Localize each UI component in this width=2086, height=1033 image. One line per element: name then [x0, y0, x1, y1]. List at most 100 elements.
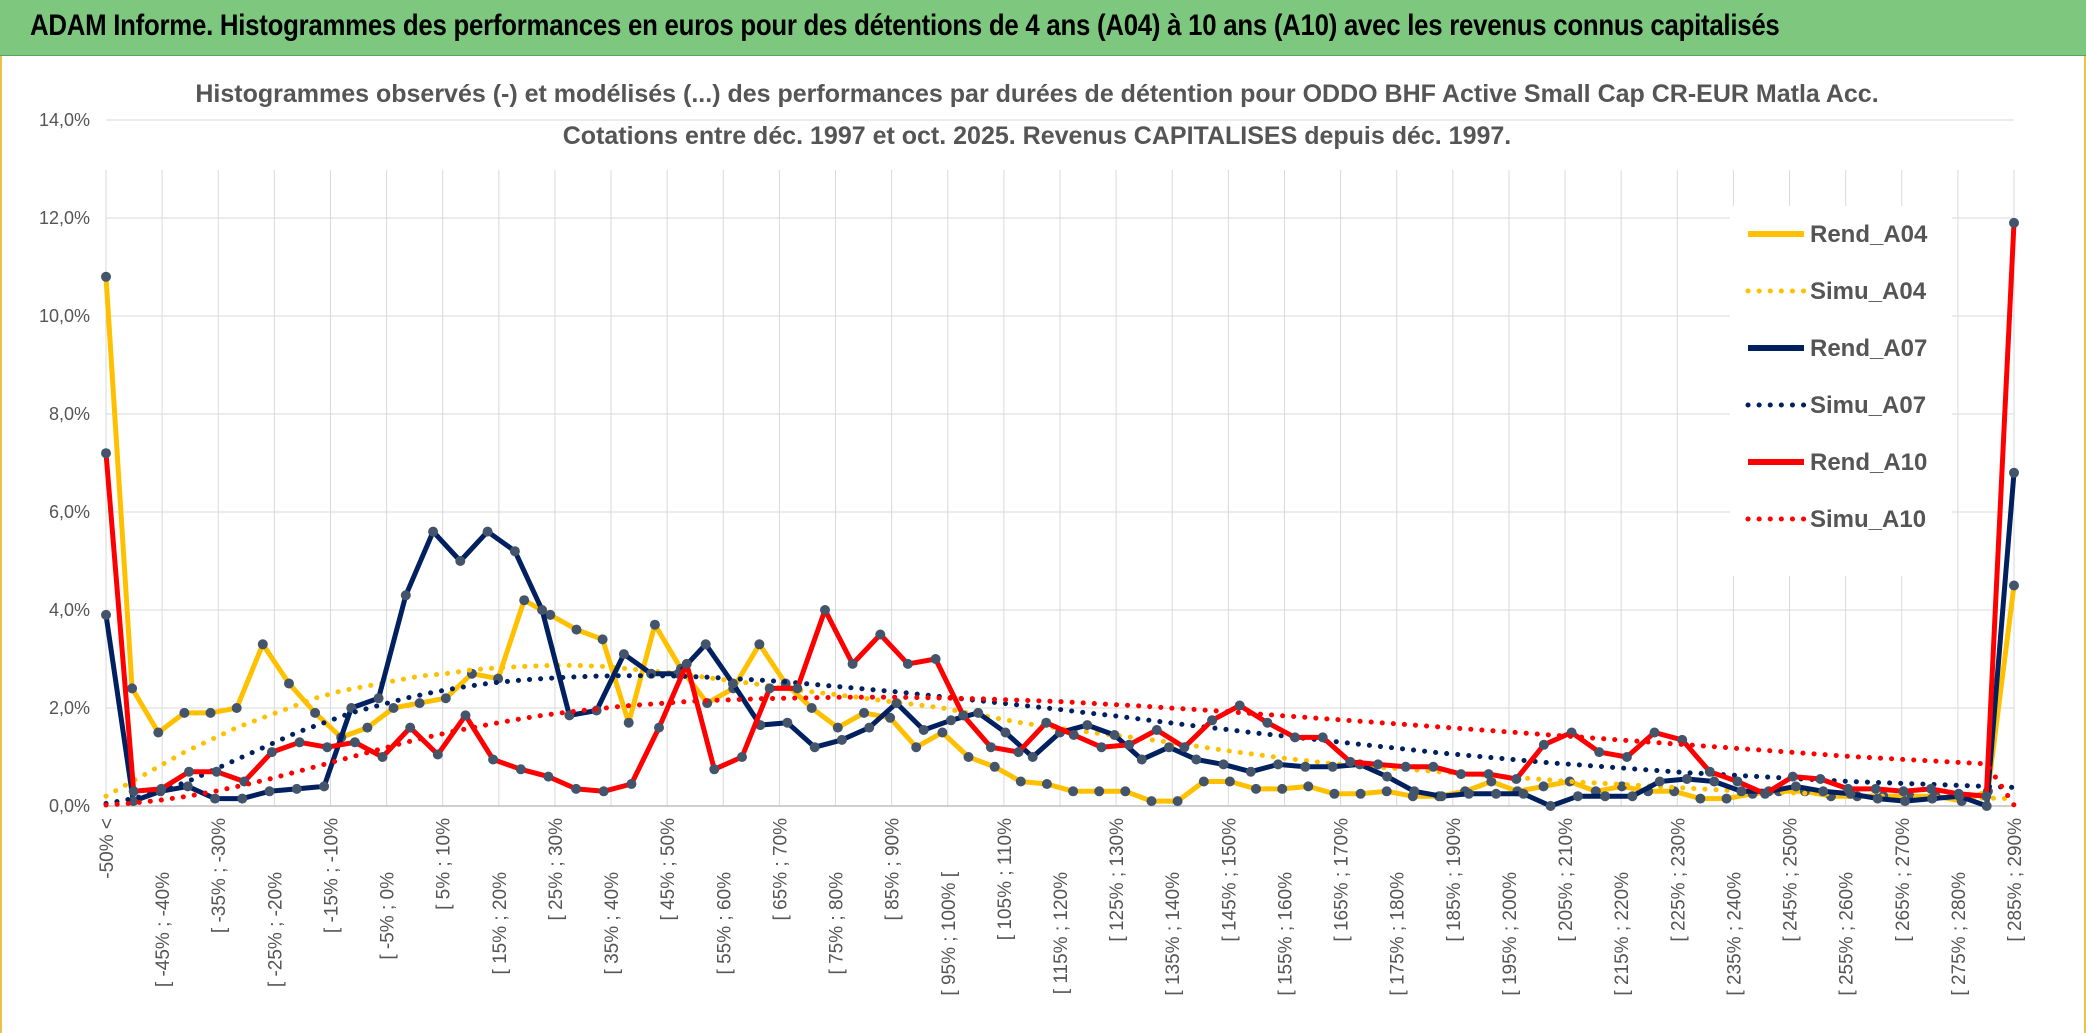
- point-Rend_A04: [127, 683, 138, 694]
- point-Rend_A10: [930, 654, 941, 664]
- point-Rend_A07: [836, 734, 847, 745]
- x-tick-label: [ 155% ; 160%: [1275, 872, 1296, 996]
- point-Rend_A07: [1600, 791, 1611, 802]
- point-Rend_A07: [1109, 730, 1120, 740]
- gridlines: [105, 119, 2015, 807]
- point-Rend_A04: [284, 678, 294, 689]
- point-Rend_A07: [1409, 786, 1420, 797]
- legend-box: [1730, 206, 1952, 576]
- y-tick-label: 6,0%: [49, 502, 90, 522]
- point-Rend_A07: [1654, 776, 1665, 787]
- x-tick-label: [ 165% ; 170%: [1332, 818, 1353, 942]
- x-tick-label: [ -35% ; -30%: [209, 818, 230, 933]
- point-Rend_A07: [973, 707, 984, 718]
- point-Rend_A07: [1981, 801, 1992, 811]
- point-Rend_A04: [440, 693, 451, 704]
- point-Rend_A04: [963, 752, 974, 762]
- point-Rend_A04: [179, 707, 190, 718]
- point-Rend_A10: [1843, 783, 1854, 794]
- point-Rend_A10: [1373, 759, 1383, 770]
- point-Rend_A10: [515, 764, 526, 775]
- point-Rend_A04: [1277, 783, 1288, 794]
- page-title: ADAM Informe. Histogrammes des performan…: [30, 9, 1780, 42]
- point-Rend_A07: [537, 605, 548, 615]
- point-Rend_A07: [2009, 467, 2019, 478]
- point-Rend_A04: [1616, 781, 1627, 792]
- point-Rend_A07: [1463, 788, 1474, 799]
- point-Rend_A07: [1300, 761, 1311, 772]
- x-tick-label: [ 115% ; 120%: [1051, 872, 1072, 994]
- point-Rend_A10: [1041, 717, 1052, 728]
- x-tick-label: [ 105% ; 110%: [995, 818, 1016, 940]
- legend-label-Rend_A07: Rend_A07: [1810, 335, 1927, 362]
- x-tick-label: [ 25% ; 30%: [546, 818, 567, 921]
- header-banner: ADAM Informe. Histogrammes des performan…: [0, 0, 2086, 56]
- point-Rend_A10: [405, 722, 416, 733]
- point-Rend_A10: [764, 683, 775, 694]
- point-Rend_A10: [1511, 774, 1522, 784]
- point-Rend_A07: [1491, 788, 1502, 799]
- point-Rend_A10: [1538, 739, 1549, 750]
- point-Rend_A07: [128, 796, 139, 807]
- point-Rend_A04: [388, 703, 399, 713]
- point-Rend_A07: [1681, 774, 1692, 784]
- point-Rend_A04: [1355, 788, 1366, 799]
- point-Rend_A10: [1096, 742, 1107, 753]
- point-Rend_A10: [1732, 776, 1743, 787]
- point-Rend_A07: [1790, 781, 1801, 792]
- point-Rend_A07: [1191, 754, 1202, 765]
- point-Rend_A04: [1381, 786, 1392, 797]
- point-Rend_A10: [1068, 730, 1079, 740]
- point-Rend_A07: [1027, 752, 1038, 762]
- point-Rend_A04: [1172, 796, 1183, 807]
- x-tick-label: [ 95% ; 100% [: [939, 871, 960, 995]
- y-tick-label: 12,0%: [39, 208, 90, 228]
- point-Rend_A07: [1572, 791, 1583, 802]
- x-tick-label: [ 45% ; 50%: [658, 818, 679, 921]
- chart-title-line2: Cotations entre déc. 1997 et oct. 2025. …: [563, 122, 1512, 150]
- x-tick-label: [ 65% ; 70%: [770, 818, 791, 921]
- point-Rend_A04: [1094, 786, 1105, 797]
- point-Rend_A07: [1327, 761, 1338, 772]
- point-Rend_A07: [182, 781, 193, 792]
- series-line-Rend_A10: [103, 222, 2017, 799]
- point-Rend_A10: [792, 683, 803, 694]
- point-Rend_A10: [1621, 752, 1632, 762]
- x-tick-label: [ 225% ; 230%: [1668, 818, 1689, 942]
- point-Rend_A04: [885, 712, 896, 723]
- point-Rend_A04: [571, 624, 582, 635]
- point-Rend_A07: [1709, 776, 1720, 787]
- point-Rend_A07: [509, 546, 520, 557]
- x-tick-label: [ -45% ; -40%: [153, 872, 174, 987]
- point-Rend_A10: [1483, 769, 1494, 780]
- point-Rend_A10: [294, 737, 305, 748]
- point-Rend_A10: [1400, 761, 1411, 772]
- point-Rend_A10: [1981, 791, 1992, 802]
- point-Rend_A07: [1518, 788, 1529, 799]
- point-Rend_A07: [1000, 727, 1011, 738]
- point-Rend_A07: [1872, 793, 1883, 804]
- point-Rend_A10: [1926, 783, 1936, 794]
- point-Rend_A10: [156, 783, 167, 794]
- point-Rend_A04: [1146, 796, 1157, 807]
- y-axis: 0,0% 2,0% 4,0% 6,0% 8,0% 10,0% 12,0% 14,0%: [39, 110, 90, 816]
- point-Rend_A10: [1207, 715, 1218, 726]
- point-Rend_A10: [460, 710, 471, 721]
- x-tick-label: [ 5% ; 10%: [434, 818, 455, 910]
- point-Rend_A04: [937, 727, 948, 738]
- point-Rend_A04: [1695, 793, 1706, 804]
- x-tick-label: [ 195% ; 200%: [1500, 872, 1521, 996]
- point-Rend_A10: [737, 752, 747, 762]
- point-Rend_A07: [264, 786, 275, 797]
- point-Rend_A10: [1013, 747, 1024, 758]
- point-Rend_A07: [1273, 759, 1284, 770]
- point-Rend_A04: [989, 761, 1000, 772]
- point-Rend_A07: [210, 793, 220, 804]
- point-Rend_A07: [319, 781, 330, 792]
- y-tick-label: 14,0%: [39, 110, 90, 130]
- series-line-Simu_A10: [103, 694, 2017, 808]
- point-Rend_A10: [1124, 739, 1135, 750]
- point-Rend_A07: [1627, 791, 1638, 802]
- point-Rend_A04: [623, 717, 634, 728]
- point-Rend_A07: [1436, 791, 1447, 802]
